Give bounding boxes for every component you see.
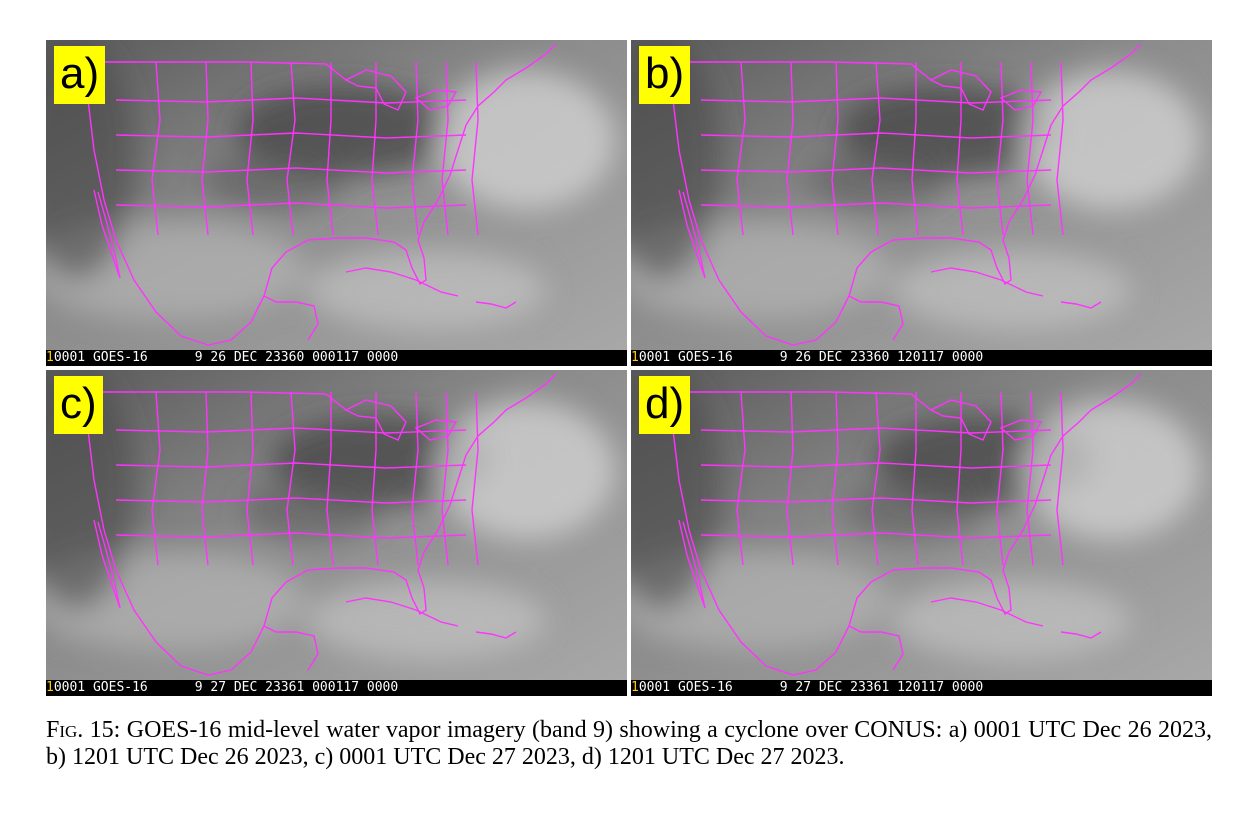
water-vapor-image xyxy=(631,370,1212,682)
panel-label: c) xyxy=(54,376,103,434)
status-text: 0001 GOES-16 9 27 DEC 23361 120117 0000 xyxy=(638,680,984,695)
panel-label: b) xyxy=(639,46,691,104)
panel-b: b) 10001 GOES-16 9 26 DEC 23360 120117 0… xyxy=(631,40,1212,366)
frame-number: 1 xyxy=(46,680,54,695)
frame-number: 1 xyxy=(631,680,639,695)
status-text: 0001 GOES-16 9 26 DEC 23360 000117 0000 xyxy=(53,350,399,365)
panel-label: a) xyxy=(54,46,106,104)
panel-a: a) 10001 GOES-16 9 26 DEC 23360 000117 0… xyxy=(46,40,627,366)
moisture-patterns xyxy=(46,370,616,660)
status-bar: 10001 GOES-16 9 27 DEC 23361 000117 0000 xyxy=(46,680,627,696)
frame-number: 1 xyxy=(631,350,639,365)
status-bar: 10001 GOES-16 9 26 DEC 23360 120117 0000 xyxy=(631,350,1212,366)
water-vapor-image xyxy=(46,40,627,352)
panel-d: d) 10001 GOES-16 9 27 DEC 23361 120117 0… xyxy=(631,370,1212,696)
caption-text: GOES-16 mid-level water vapor imagery (b… xyxy=(46,717,1212,770)
map-outlines xyxy=(670,43,1142,346)
status-text: 0001 GOES-16 9 26 DEC 23360 120117 0000 xyxy=(638,350,984,365)
figure-number: Fig. 15: xyxy=(46,717,121,743)
status-bar: 10001 GOES-16 9 26 DEC 23360 000117 0000 xyxy=(46,350,627,366)
panel-label: d) xyxy=(639,376,691,434)
water-vapor-image xyxy=(46,370,627,682)
status-bar: 10001 GOES-16 9 27 DEC 23361 120117 0000 xyxy=(631,680,1212,696)
map-outlines xyxy=(85,373,557,676)
figure-caption: Fig. 15: GOES-16 mid-level water vapor i… xyxy=(46,717,1212,771)
figure: a) 10001 GOES-16 9 26 DEC 23360 000117 0… xyxy=(46,40,1212,696)
frame-number: 1 xyxy=(46,350,54,365)
status-text: 0001 GOES-16 9 27 DEC 23361 000117 0000 xyxy=(53,680,399,695)
water-vapor-image xyxy=(631,40,1212,352)
map-outlines xyxy=(670,373,1142,676)
panel-c: c) 10001 GOES-16 9 27 DEC 23361 000117 0… xyxy=(46,370,627,696)
map-outlines xyxy=(85,43,557,346)
